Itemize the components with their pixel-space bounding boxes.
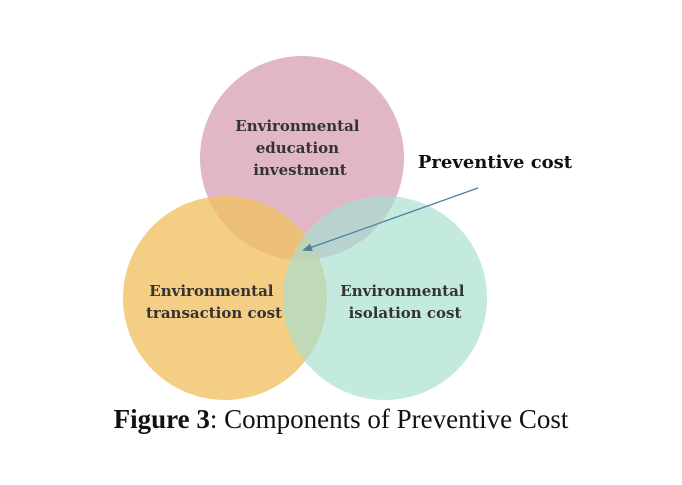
label-transaction-cost: Environmental transaction cost <box>146 282 282 322</box>
caption-figure-number: Figure 3 <box>113 404 210 434</box>
label-education-investment: Environmental education investment <box>235 117 364 179</box>
label-line: Environmental <box>149 282 274 300</box>
callout-preventive-cost: Preventive cost <box>418 152 573 173</box>
label-isolation-cost: Environmental isolation cost <box>340 282 469 322</box>
label-line: Environmental <box>235 117 360 135</box>
label-line: transaction cost <box>146 304 282 322</box>
callout-arrow <box>302 187 479 252</box>
label-line: Environmental <box>340 282 465 300</box>
circle-transaction-cost <box>123 196 327 400</box>
label-line: education <box>256 139 339 157</box>
circle-isolation-cost <box>283 196 487 400</box>
caption-text: : Components of Preventive Cost <box>209 404 569 434</box>
figure-caption: Figure 3: Components of Preventive Cost <box>0 404 682 435</box>
label-line: isolation cost <box>349 304 462 322</box>
label-line: investment <box>253 161 347 179</box>
